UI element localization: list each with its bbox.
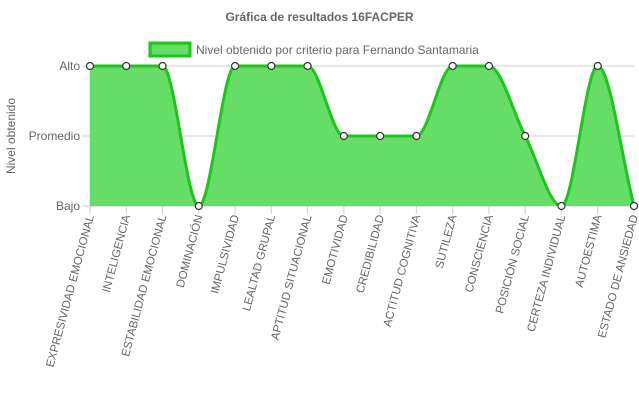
y-tick-label: Bajo bbox=[56, 199, 80, 213]
x-tick-label: ACTITUD COGNITIVA bbox=[382, 213, 424, 328]
x-tick-label: CREDIBILIDAD bbox=[355, 214, 387, 295]
y-tick-label: Promedio bbox=[29, 129, 81, 143]
data-point[interactable] bbox=[593, 61, 602, 71]
y-axis-label: Nivel obtenido bbox=[4, 98, 18, 174]
x-tick-label: LEALTAD GRUPAL bbox=[241, 213, 278, 312]
data-point[interactable] bbox=[158, 61, 167, 71]
x-tick-label: APTITUD SITUACIONAL bbox=[269, 213, 314, 341]
chart-title: Gráfica de resultados 16FACPER bbox=[225, 10, 413, 24]
x-tick-label: ESTADO DE ANSIEDAD bbox=[596, 214, 639, 340]
legend-swatch bbox=[148, 41, 192, 58]
data-point[interactable] bbox=[267, 61, 276, 71]
x-tick-label: IMPULSIVIDAD bbox=[209, 214, 242, 296]
x-tick-label: EXPRESIVIDAD EMOCIONAL bbox=[45, 213, 97, 369]
y-ticks: Bajo Promedio Alto bbox=[29, 59, 81, 213]
legend[interactable]: Nivel obtenido por criterio para Fernand… bbox=[148, 41, 479, 58]
x-tick-label: AUTOESTIMA bbox=[574, 213, 605, 288]
data-point[interactable] bbox=[122, 61, 131, 71]
data-point[interactable] bbox=[448, 61, 457, 71]
x-tick-label: SUTILEZA bbox=[434, 213, 460, 270]
data-point[interactable] bbox=[629, 201, 639, 211]
y-tick-label: Alto bbox=[59, 59, 80, 73]
data-point[interactable] bbox=[339, 131, 348, 141]
data-point[interactable] bbox=[85, 61, 95, 71]
data-point[interactable] bbox=[412, 131, 421, 141]
x-tick-label: CERTEZA INDIVIDUAL bbox=[526, 213, 569, 333]
data-point[interactable] bbox=[230, 61, 240, 71]
data-point[interactable] bbox=[521, 131, 530, 141]
x-tick-label: EMOTIVIDAD bbox=[321, 214, 351, 286]
data-point[interactable] bbox=[194, 201, 203, 211]
data-point[interactable] bbox=[376, 131, 385, 141]
x-tick-label: INTELIGENCIA bbox=[101, 213, 133, 294]
x-ticks: EXPRESIVIDAD EMOCIONAL INTELIGENCIAESTABI… bbox=[45, 213, 639, 369]
data-points bbox=[85, 61, 639, 211]
x-tick-label: POSICIÓN SOCIAL bbox=[493, 213, 532, 315]
data-point[interactable] bbox=[557, 201, 566, 211]
x-tick-label: DOMINACIÓN bbox=[174, 213, 206, 289]
x-tick-label: CONSCIENCIA bbox=[464, 213, 496, 294]
legend-label: Nivel obtenido por criterio para Fernand… bbox=[196, 43, 479, 57]
data-point[interactable] bbox=[303, 61, 312, 71]
data-point[interactable] bbox=[484, 61, 494, 71]
